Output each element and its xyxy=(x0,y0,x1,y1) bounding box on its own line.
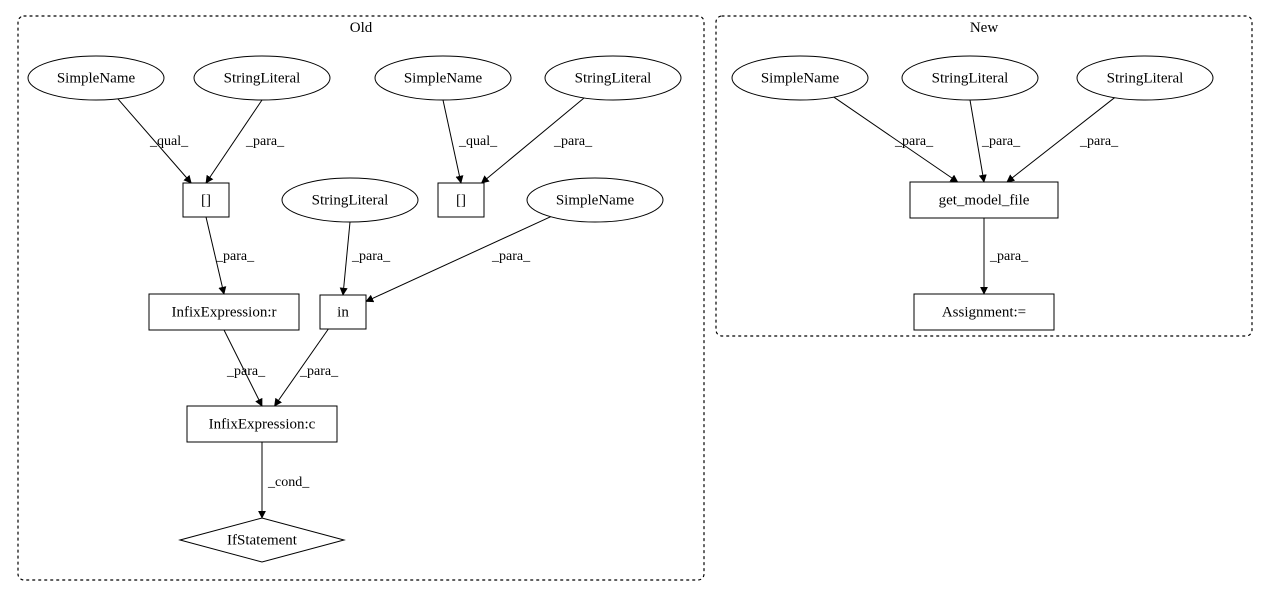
node-old_br2-label: [] xyxy=(456,192,466,208)
box-old-title: Old xyxy=(350,20,373,36)
box-old xyxy=(18,16,704,580)
node-new_sl2: StringLiteral xyxy=(1077,56,1213,100)
edge-old_sl3-old_in-label: _para_ xyxy=(351,249,391,264)
node-new_sl1-label: StringLiteral xyxy=(932,70,1009,86)
node-old_if-label: IfStatement xyxy=(227,532,298,548)
node-old_ir: InfixExpression:r xyxy=(149,294,299,330)
group-boxes: Old New xyxy=(18,16,1252,580)
edge-old_sl1-old_br1-label: _para_ xyxy=(245,134,285,149)
edge-old_ic-old_if-label: _cond_ xyxy=(267,475,310,490)
node-old_br1-label: [] xyxy=(201,192,211,208)
group-nodes: SimpleName StringLiteral SimpleName StringL… xyxy=(28,56,1213,562)
node-new_sl2-label: StringLiteral xyxy=(1107,70,1184,86)
node-old_in-label: in xyxy=(337,304,349,320)
edge-old_sn3-old_in-label: _para_ xyxy=(491,249,531,264)
edge-old_sl2-old_br2-label: _para_ xyxy=(553,134,593,149)
node-old_in: in xyxy=(320,295,366,329)
edge-old_sl3-old_in xyxy=(343,222,350,295)
edge-old_sn1-old_br1-label: _qual_ xyxy=(149,134,189,149)
node-old_ic: InfixExpression:c xyxy=(187,406,337,442)
node-new_sl1: StringLiteral xyxy=(902,56,1038,100)
node-old_sn1: SimpleName xyxy=(28,56,164,100)
box-new-title: New xyxy=(970,20,998,36)
node-old_sl2: StringLiteral xyxy=(545,56,681,100)
edge-old_in-old_ic-label: _para_ xyxy=(299,364,339,379)
node-old_if: IfStatement xyxy=(180,518,344,562)
node-new_asg: Assignment:= xyxy=(914,294,1054,330)
node-old_sl2-label: StringLiteral xyxy=(575,70,652,86)
edge-old_ir-old_ic-label: _para_ xyxy=(226,364,266,379)
edge-old_br1-old_ir-label: _para_ xyxy=(215,249,255,264)
node-old_sn3-label: SimpleName xyxy=(556,192,635,208)
diagram-canvas: OldNew SimpleNameStringLiteralSimpleName… xyxy=(0,0,1267,596)
node-old_sn2: SimpleName xyxy=(375,56,511,100)
edge-new_sn-new_gmf-label: _para_ xyxy=(894,134,934,149)
node-old_sn2-label: SimpleName xyxy=(404,70,483,86)
edge-old_sn2-old_br2-label: _qual_ xyxy=(458,134,498,149)
node-old_ic-label: InfixExpression:c xyxy=(209,416,316,432)
node-old_sl1: StringLiteral xyxy=(194,56,330,100)
node-old_sl1-label: StringLiteral xyxy=(224,70,301,86)
node-new_gmf: get_model_file xyxy=(910,182,1058,218)
edge-new_gmf-new_asg-label: _para_ xyxy=(989,249,1029,264)
node-new_gmf-label: get_model_file xyxy=(939,192,1030,208)
node-old_sn3: SimpleName xyxy=(527,178,663,222)
node-new_asg-label: Assignment:= xyxy=(942,304,1026,320)
node-new_sn: SimpleName xyxy=(732,56,868,100)
node-new_sn-label: SimpleName xyxy=(761,70,840,86)
node-old_sl3: StringLiteral xyxy=(282,178,418,222)
edge-new_sl2-new_gmf-label: _para_ xyxy=(1079,134,1119,149)
node-old_ir-label: InfixExpression:r xyxy=(172,304,277,320)
node-old_br1: [] xyxy=(183,183,229,217)
node-old_sn1-label: SimpleName xyxy=(57,70,136,86)
node-old_sl3-label: StringLiteral xyxy=(312,192,389,208)
node-old_br2: [] xyxy=(438,183,484,217)
edge-new_sl1-new_gmf-label: _para_ xyxy=(981,134,1021,149)
